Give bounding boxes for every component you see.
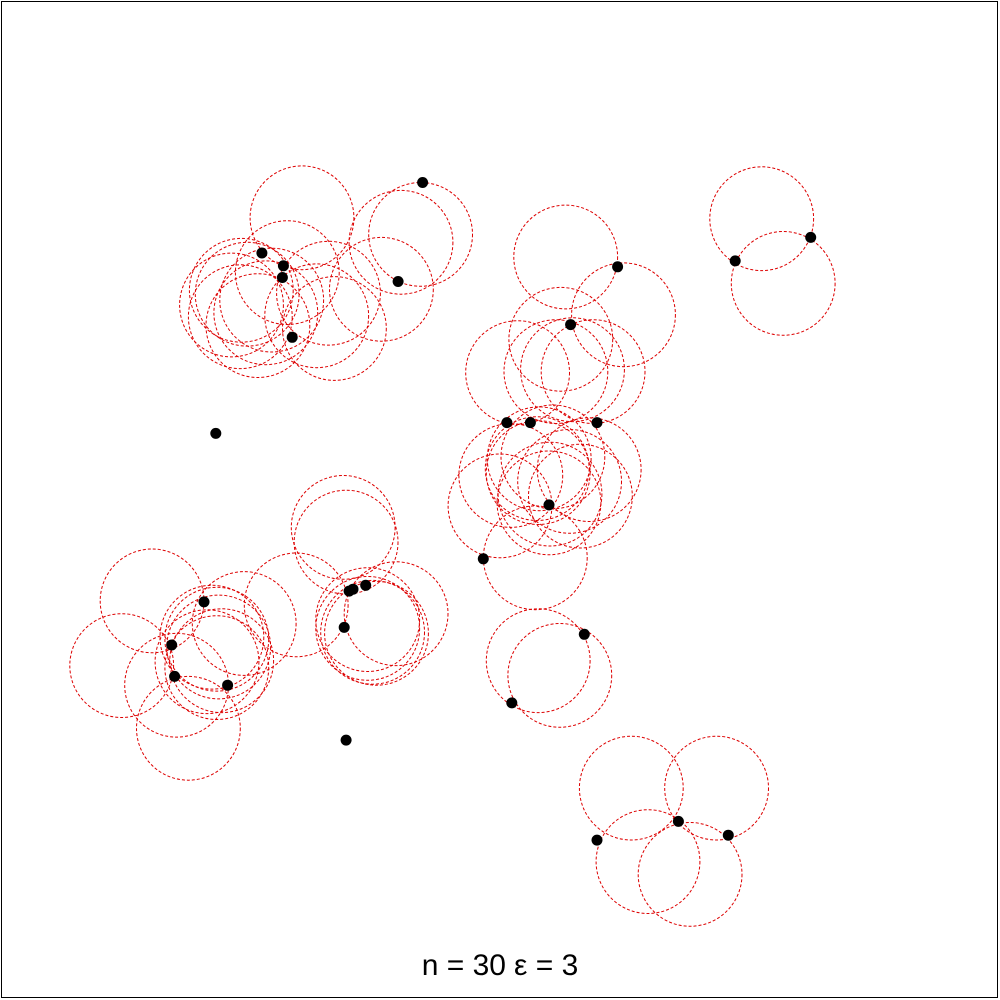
- data-point: [277, 260, 289, 272]
- epsilon-circle: [595, 809, 701, 914]
- data-point: [340, 734, 352, 746]
- data-point: [477, 553, 489, 565]
- epsilon-circle: [188, 237, 294, 343]
- epsilon-circle: [234, 220, 340, 326]
- epsilon-circles: [69, 165, 836, 927]
- data-point: [524, 417, 536, 429]
- epsilon-circle: [528, 443, 633, 549]
- data-point: [360, 579, 372, 591]
- epsilon-circle: [513, 204, 619, 310]
- epsilon-circle: [730, 231, 836, 336]
- epsilon-circle: [187, 264, 293, 370]
- epsilon-circle: [159, 584, 265, 690]
- epsilon-circle: [485, 420, 591, 526]
- epsilon-circle: [69, 613, 175, 718]
- data-point: [805, 231, 817, 243]
- epsilon-circle: [249, 165, 355, 271]
- epsilon-circle: [578, 735, 684, 841]
- data-point: [612, 261, 624, 273]
- epsilon-circle: [264, 263, 370, 369]
- epsilon-circle: [496, 450, 602, 556]
- epsilon-circle: [329, 236, 434, 342]
- epsilon-circle: [136, 675, 241, 781]
- epsilon-circle: [324, 580, 429, 686]
- epsilon-circle: [517, 429, 622, 534]
- epsilon-circle: [276, 240, 381, 346]
- data-point: [222, 679, 234, 691]
- data-point: [578, 628, 590, 640]
- data-point: [338, 621, 350, 633]
- epsilon-circle: [664, 735, 769, 841]
- data-point: [506, 697, 518, 709]
- data-point: [286, 331, 298, 343]
- data-point: [166, 639, 178, 651]
- data-point: [565, 319, 577, 331]
- data-point: [591, 417, 603, 429]
- epsilon-circle: [164, 586, 270, 692]
- n-label: n = 30: [422, 949, 506, 982]
- epsilon-circle: [219, 247, 325, 353]
- data-point: [543, 499, 555, 511]
- epsilon-circle: [458, 423, 564, 528]
- epsilon-circle: [205, 273, 311, 379]
- data-point: [501, 417, 513, 429]
- plot-caption: n = 30 ε = 3: [422, 949, 579, 982]
- epsilon-circle: [486, 406, 592, 512]
- epsilon-circle: [154, 609, 260, 715]
- epsilon-circle: [243, 552, 349, 658]
- data-point: [392, 276, 404, 287]
- epsilon-circle: [709, 166, 815, 272]
- data-point: [210, 427, 222, 439]
- data-point: [256, 247, 268, 259]
- epsilon-circle: [508, 286, 614, 392]
- epsilon-circle: [637, 822, 743, 927]
- epsilon-circle: [179, 252, 284, 358]
- epsilon-circle: [484, 416, 590, 522]
- data-point: [169, 670, 181, 682]
- epsilon-circle: [164, 615, 270, 720]
- epsilon-label: ε = 3: [514, 949, 578, 982]
- epsilon-circle: [282, 276, 387, 381]
- epsilon-circle: [191, 571, 297, 676]
- epsilon-circle: [315, 576, 421, 681]
- epsilon-circle: [485, 608, 591, 714]
- epsilon-circle: [290, 475, 396, 580]
- data-point: [672, 815, 684, 827]
- data-point: [198, 596, 210, 608]
- epsilon-circle: [520, 317, 625, 423]
- data-point: [347, 583, 359, 595]
- epsilon-circle: [348, 189, 454, 295]
- data-point: [729, 255, 741, 267]
- data-point: [722, 829, 734, 841]
- epsilon-circle: [368, 182, 474, 287]
- epsilon-circle: [320, 579, 426, 685]
- epsilon-circle: [213, 260, 319, 366]
- data-point: [276, 272, 288, 283]
- epsilon-circle: [571, 262, 676, 368]
- epsilon-circle: [343, 561, 449, 667]
- epsilon-circle: [315, 567, 421, 672]
- data-point: [417, 177, 429, 188]
- epsilon-circle: [169, 608, 275, 714]
- epsilon-circle: [507, 623, 613, 728]
- data-points: [166, 177, 817, 846]
- data-point: [591, 834, 603, 846]
